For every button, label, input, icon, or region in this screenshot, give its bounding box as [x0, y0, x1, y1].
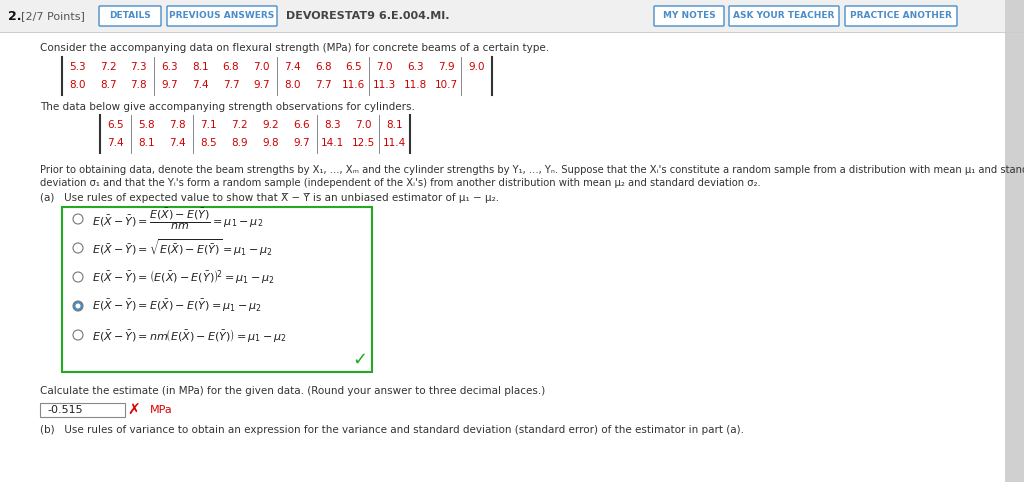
- Text: 7.0: 7.0: [253, 63, 270, 72]
- Text: 6.8: 6.8: [314, 63, 332, 72]
- Text: 7.9: 7.9: [437, 63, 455, 72]
- Text: 6.3: 6.3: [407, 63, 424, 72]
- Text: $E(\bar{X} - \bar{Y}) = nm\!\left(E(\bar{X})-E(\bar{Y})\right) = \mu_1 - \mu_2$: $E(\bar{X} - \bar{Y}) = nm\!\left(E(\bar…: [92, 326, 287, 344]
- Text: 7.3: 7.3: [130, 63, 147, 72]
- Text: Prior to obtaining data, denote the beam strengths by X₁, ..., Xₘ and the cylind: Prior to obtaining data, denote the beam…: [40, 165, 1024, 175]
- Text: 8.0: 8.0: [284, 80, 301, 90]
- FancyBboxPatch shape: [99, 6, 161, 26]
- FancyBboxPatch shape: [729, 6, 839, 26]
- Text: 14.1: 14.1: [321, 137, 344, 147]
- Text: 7.8: 7.8: [130, 80, 147, 90]
- Text: 7.0: 7.0: [355, 120, 372, 131]
- Circle shape: [73, 243, 83, 253]
- Text: 6.5: 6.5: [345, 63, 362, 72]
- Text: Consider the accompanying data on flexural strength (MPa) for concrete beams of : Consider the accompanying data on flexur…: [40, 43, 549, 53]
- Text: 7.4: 7.4: [284, 63, 301, 72]
- Text: 11.3: 11.3: [373, 80, 396, 90]
- Text: 7.2: 7.2: [231, 120, 248, 131]
- Text: 9.8: 9.8: [262, 137, 279, 147]
- Text: 11.8: 11.8: [403, 80, 427, 90]
- Text: 8.3: 8.3: [325, 120, 341, 131]
- Text: 10.7: 10.7: [434, 80, 458, 90]
- Circle shape: [73, 301, 83, 311]
- Text: 9.7: 9.7: [293, 137, 310, 147]
- Text: (b)   Use rules of variance to obtain an expression for the variance and standar: (b) Use rules of variance to obtain an e…: [40, 425, 744, 435]
- Text: 7.7: 7.7: [222, 80, 240, 90]
- Text: $E(\bar{X} - \bar{Y}) = \dfrac{E(\bar{X})-E(\bar{Y})}{nm} = \mu_1 - \mu_2$: $E(\bar{X} - \bar{Y}) = \dfrac{E(\bar{X}…: [92, 206, 263, 232]
- Circle shape: [73, 330, 83, 340]
- Text: [2/7 Points]: [2/7 Points]: [22, 11, 85, 21]
- Text: 12.5: 12.5: [352, 137, 375, 147]
- Text: DETAILS: DETAILS: [110, 12, 151, 21]
- Text: deviation σ₁ and that the Yᵢ's form a random sample (independent of the Xᵢ's) fr: deviation σ₁ and that the Yᵢ's form a ra…: [40, 178, 761, 188]
- Text: 11.6: 11.6: [342, 80, 366, 90]
- Text: 5.8: 5.8: [138, 120, 155, 131]
- Circle shape: [73, 272, 83, 282]
- Text: 2.: 2.: [8, 10, 22, 23]
- Text: PRACTICE ANOTHER: PRACTICE ANOTHER: [850, 12, 952, 21]
- Text: 6.5: 6.5: [108, 120, 124, 131]
- Text: The data below give accompanying strength observations for cylinders.: The data below give accompanying strengt…: [40, 102, 415, 112]
- FancyBboxPatch shape: [845, 6, 957, 26]
- Text: 5.3: 5.3: [69, 63, 86, 72]
- Text: 7.4: 7.4: [108, 137, 124, 147]
- Text: 6.3: 6.3: [161, 63, 178, 72]
- Text: 8.1: 8.1: [386, 120, 402, 131]
- Circle shape: [76, 304, 81, 308]
- Text: 8.1: 8.1: [191, 63, 209, 72]
- Text: 8.7: 8.7: [99, 80, 117, 90]
- FancyBboxPatch shape: [167, 6, 278, 26]
- FancyBboxPatch shape: [654, 6, 724, 26]
- Text: 7.0: 7.0: [376, 63, 393, 72]
- Text: $E(\bar{X} - \bar{Y}) = \sqrt{E(\bar{X})-E(\bar{Y})} = \mu_1 - \mu_2$: $E(\bar{X} - \bar{Y}) = \sqrt{E(\bar{X})…: [92, 238, 273, 258]
- Bar: [62, 207, 372, 372]
- Text: 7.7: 7.7: [314, 80, 332, 90]
- Bar: [40, 403, 125, 417]
- Text: ASK YOUR TEACHER: ASK YOUR TEACHER: [733, 12, 835, 21]
- Text: 6.6: 6.6: [293, 120, 310, 131]
- Text: MY NOTES: MY NOTES: [663, 12, 716, 21]
- Text: 9.0: 9.0: [468, 63, 485, 72]
- Text: 8.0: 8.0: [69, 80, 86, 90]
- Text: (a)   Use rules of expected value to show that X̅ − Y̅ is an unbiased estimator : (a) Use rules of expected value to show …: [40, 193, 499, 203]
- Text: 8.5: 8.5: [200, 137, 217, 147]
- Circle shape: [73, 214, 83, 224]
- Text: 7.4: 7.4: [169, 137, 185, 147]
- Text: 7.1: 7.1: [200, 120, 217, 131]
- Text: -0.515: -0.515: [47, 405, 83, 415]
- Text: Calculate the estimate (in MPa) for the given data. (Round your answer to three : Calculate the estimate (in MPa) for the …: [40, 386, 545, 396]
- Text: 7.4: 7.4: [191, 80, 209, 90]
- Text: $E(\bar{X} - \bar{Y}) = \left(E(\bar{X})-E(\bar{Y})\right)^{\!2} = \mu_1 - \mu_2: $E(\bar{X} - \bar{Y}) = \left(E(\bar{X})…: [92, 268, 274, 286]
- Text: $E(\bar{X} - \bar{Y}) = E(\bar{X}) - E(\bar{Y}) = \mu_1 - \mu_2$: $E(\bar{X} - \bar{Y}) = E(\bar{X}) - E(\…: [92, 298, 262, 314]
- Text: 9.2: 9.2: [262, 120, 279, 131]
- Text: 8.9: 8.9: [231, 137, 248, 147]
- Text: PREVIOUS ANSWERS: PREVIOUS ANSWERS: [169, 12, 274, 21]
- Bar: [0, 0, 1005, 32]
- Text: 7.2: 7.2: [99, 63, 117, 72]
- Text: ✗: ✗: [128, 402, 140, 417]
- Bar: [1005, 0, 1024, 482]
- Text: 9.7: 9.7: [253, 80, 270, 90]
- Text: ✓: ✓: [352, 351, 368, 369]
- Text: MPa: MPa: [150, 405, 173, 415]
- Text: DEVORESTAT9 6.E.004.MI.: DEVORESTAT9 6.E.004.MI.: [286, 11, 450, 21]
- Text: 9.7: 9.7: [161, 80, 178, 90]
- Text: 11.4: 11.4: [383, 137, 407, 147]
- Text: 6.8: 6.8: [222, 63, 240, 72]
- Text: 8.1: 8.1: [138, 137, 155, 147]
- Text: 7.8: 7.8: [169, 120, 185, 131]
